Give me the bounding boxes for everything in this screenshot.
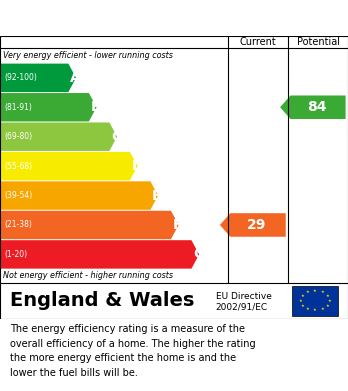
Polygon shape [0, 93, 96, 122]
Polygon shape [0, 181, 158, 210]
Text: ★: ★ [313, 308, 317, 312]
Text: D: D [132, 159, 143, 173]
Text: E: E [152, 188, 162, 203]
Bar [292, 285, 338, 316]
Polygon shape [220, 213, 286, 237]
Text: (92-100): (92-100) [4, 74, 37, 83]
Text: 2002/91/EC: 2002/91/EC [216, 302, 268, 311]
Text: (55-68): (55-68) [4, 161, 32, 170]
Text: Energy Efficiency Rating: Energy Efficiency Rating [9, 11, 230, 25]
Text: ★: ★ [301, 294, 304, 298]
Polygon shape [0, 122, 117, 151]
Polygon shape [0, 152, 137, 180]
Text: ★: ★ [326, 294, 329, 298]
Text: ★: ★ [306, 307, 310, 311]
Polygon shape [0, 240, 199, 269]
Text: ★: ★ [320, 290, 324, 294]
Text: 29: 29 [247, 218, 267, 232]
Text: ★: ★ [313, 289, 317, 293]
Text: B: B [90, 100, 101, 114]
Text: ★: ★ [326, 303, 329, 307]
Text: 84: 84 [307, 100, 327, 114]
Text: ★: ★ [301, 303, 304, 307]
Text: ★: ★ [320, 307, 324, 311]
Text: ★: ★ [306, 290, 310, 294]
Text: Current: Current [240, 37, 276, 47]
Polygon shape [0, 211, 179, 239]
Text: Potential: Potential [296, 37, 340, 47]
Text: (69-80): (69-80) [4, 132, 32, 141]
Text: ★: ★ [327, 299, 331, 303]
Text: Very energy efficient - lower running costs: Very energy efficient - lower running co… [3, 51, 173, 60]
Text: EU Directive: EU Directive [216, 292, 272, 301]
Text: (81-91): (81-91) [4, 103, 32, 112]
Text: The energy efficiency rating is a measure of the
overall efficiency of a home. T: The energy efficiency rating is a measur… [10, 325, 256, 378]
Text: A: A [70, 71, 81, 85]
Text: (39-54): (39-54) [4, 191, 32, 200]
Text: (21-38): (21-38) [4, 221, 32, 230]
Text: C: C [111, 130, 121, 143]
Text: Not energy efficient - higher running costs: Not energy efficient - higher running co… [3, 271, 174, 280]
Text: (1-20): (1-20) [4, 250, 27, 259]
Text: G: G [193, 248, 205, 262]
Text: England & Wales: England & Wales [10, 291, 195, 310]
Polygon shape [280, 95, 346, 119]
Text: ★: ★ [299, 299, 302, 303]
Polygon shape [0, 64, 76, 92]
Text: F: F [173, 218, 182, 232]
